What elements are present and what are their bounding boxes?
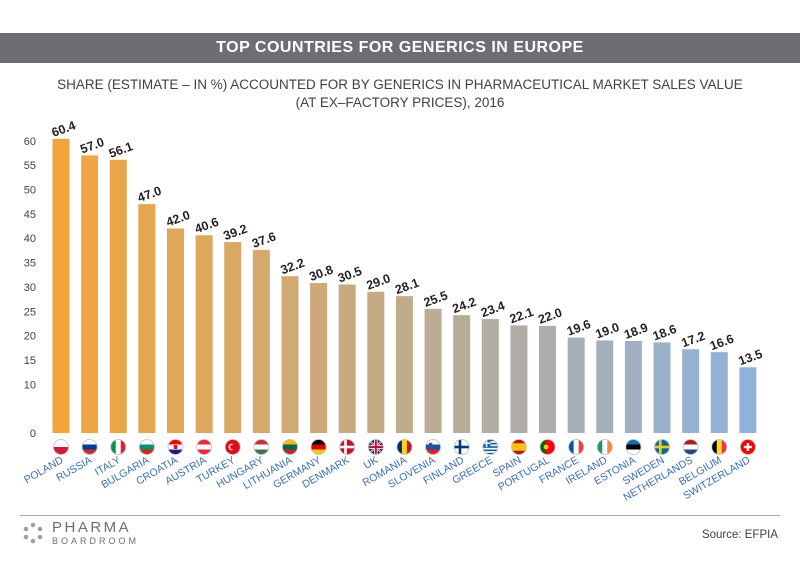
flag-denmark-icon	[339, 439, 355, 455]
bar-portugal	[539, 325, 557, 433]
bar-germany	[310, 283, 328, 433]
flag-netherlands-icon	[683, 439, 699, 455]
bar-france	[567, 337, 585, 433]
bar-slovenia	[424, 308, 442, 433]
flag-belgium-icon	[711, 439, 727, 455]
bar-finland	[453, 315, 471, 433]
data-label: 24.2	[450, 295, 478, 316]
flag-austria-icon	[196, 439, 212, 455]
logo-dots-icon	[23, 522, 43, 544]
data-label: 22.0	[536, 305, 564, 326]
y-tick-label: 15	[24, 355, 36, 367]
data-label: 39.2	[222, 222, 250, 243]
flag-romania-icon	[396, 439, 412, 455]
bar-hungary	[252, 249, 270, 433]
bar-turkey	[224, 242, 242, 433]
data-label: 25.5	[422, 288, 450, 309]
y-tick-label: 25	[24, 306, 36, 318]
flag-sweden-icon	[654, 439, 670, 455]
flag-ireland-icon	[597, 439, 613, 455]
bar-netherlands	[682, 349, 700, 433]
y-tick-label: 0	[30, 428, 36, 440]
bar-denmark	[338, 284, 356, 433]
logo-main-text: PHARMA	[52, 519, 132, 536]
data-label: 17.2	[679, 329, 707, 350]
data-label: 23.4	[479, 299, 507, 320]
bar-bulgaria	[138, 204, 156, 433]
data-label: 30.5	[336, 264, 364, 285]
footer-divider	[20, 515, 780, 516]
y-tick-label: 60	[24, 136, 36, 148]
bar-uk	[367, 291, 385, 433]
flag-lithuania-icon	[282, 439, 298, 455]
flag-spain-icon	[511, 439, 527, 455]
data-label: 40.6	[193, 215, 221, 236]
data-label: 19.0	[594, 320, 622, 341]
bar-greece	[481, 319, 499, 433]
bar-sweden	[653, 342, 671, 433]
pharma-boardroom-logo: PHARMA BOARDROOM	[22, 520, 139, 546]
data-label: 47.0	[136, 184, 164, 205]
data-label: 37.6	[250, 229, 278, 250]
data-label: 18.6	[651, 322, 679, 343]
flag-estonia-icon	[625, 439, 641, 455]
flag-russia-icon	[82, 439, 98, 455]
data-label: 42.0	[164, 208, 192, 229]
data-label: 28.1	[393, 276, 421, 297]
flag-finland-icon	[454, 439, 470, 455]
data-label: 13.5	[737, 347, 765, 368]
bar-croatia	[166, 228, 184, 433]
bar-austria	[195, 235, 213, 433]
logo-sub-text: BOARDROOM	[52, 536, 140, 546]
data-label: 29.0	[365, 271, 393, 292]
chart-subtitle-line1: SHARE (ESTIMATE – IN %) ACCOUNTED FOR BY…	[57, 77, 743, 92]
data-label: 16.6	[708, 332, 736, 353]
flag-slovenia-icon	[425, 439, 441, 455]
data-label: 60.4	[50, 118, 78, 139]
y-tick-label: 35	[24, 258, 36, 270]
flag-germany-icon	[311, 439, 327, 455]
bar-switzerland	[739, 367, 757, 433]
source-note: Source: EFPIA	[701, 529, 778, 541]
y-tick-label: 30	[24, 282, 36, 294]
data-label: 57.0	[78, 135, 106, 156]
data-label: 18.9	[622, 320, 650, 341]
data-label: 22.1	[508, 305, 536, 326]
data-label: 56.1	[107, 139, 135, 160]
bar-ireland	[596, 340, 614, 433]
bar-belgium	[710, 352, 728, 433]
flag-poland-icon	[53, 439, 69, 455]
chart-title: TOP COUNTRIES FOR GENERICS IN EUROPE	[216, 39, 584, 56]
y-tick-label: 10	[24, 379, 36, 391]
bar-estonia	[624, 340, 642, 433]
flag-france-icon	[568, 439, 584, 455]
flag-switzerland-icon	[740, 439, 756, 455]
y-tick-label: 20	[24, 331, 36, 343]
data-label: 32.2	[279, 256, 307, 277]
bar-italy	[109, 159, 127, 433]
flag-croatia-icon	[167, 439, 183, 455]
flag-uk-icon	[368, 439, 384, 455]
bar-lithuania	[281, 276, 299, 433]
data-label: 19.6	[565, 317, 593, 338]
chart-subtitle-line2: (AT EX–FACTORY PRICES), 2016	[295, 95, 505, 110]
flag-portugal-icon	[540, 439, 556, 455]
flag-greece-icon	[482, 439, 498, 455]
chart-title-band: TOP COUNTRIES FOR GENERICS IN EUROPE	[0, 33, 800, 63]
y-tick-label: 45	[24, 209, 36, 221]
data-label: 30.8	[307, 262, 335, 283]
bar-romania	[395, 296, 413, 433]
y-tick-label: 50	[24, 185, 36, 197]
bar-spain	[510, 325, 528, 433]
bar-russia	[81, 155, 99, 433]
flag-hungary-icon	[253, 439, 269, 455]
y-tick-label: 55	[24, 160, 36, 172]
y-tick-label: 40	[24, 233, 36, 245]
flag-turkey-icon	[225, 439, 241, 455]
bar-poland	[52, 138, 70, 434]
flag-bulgaria-icon	[139, 439, 155, 455]
flag-italy-icon	[110, 439, 126, 455]
